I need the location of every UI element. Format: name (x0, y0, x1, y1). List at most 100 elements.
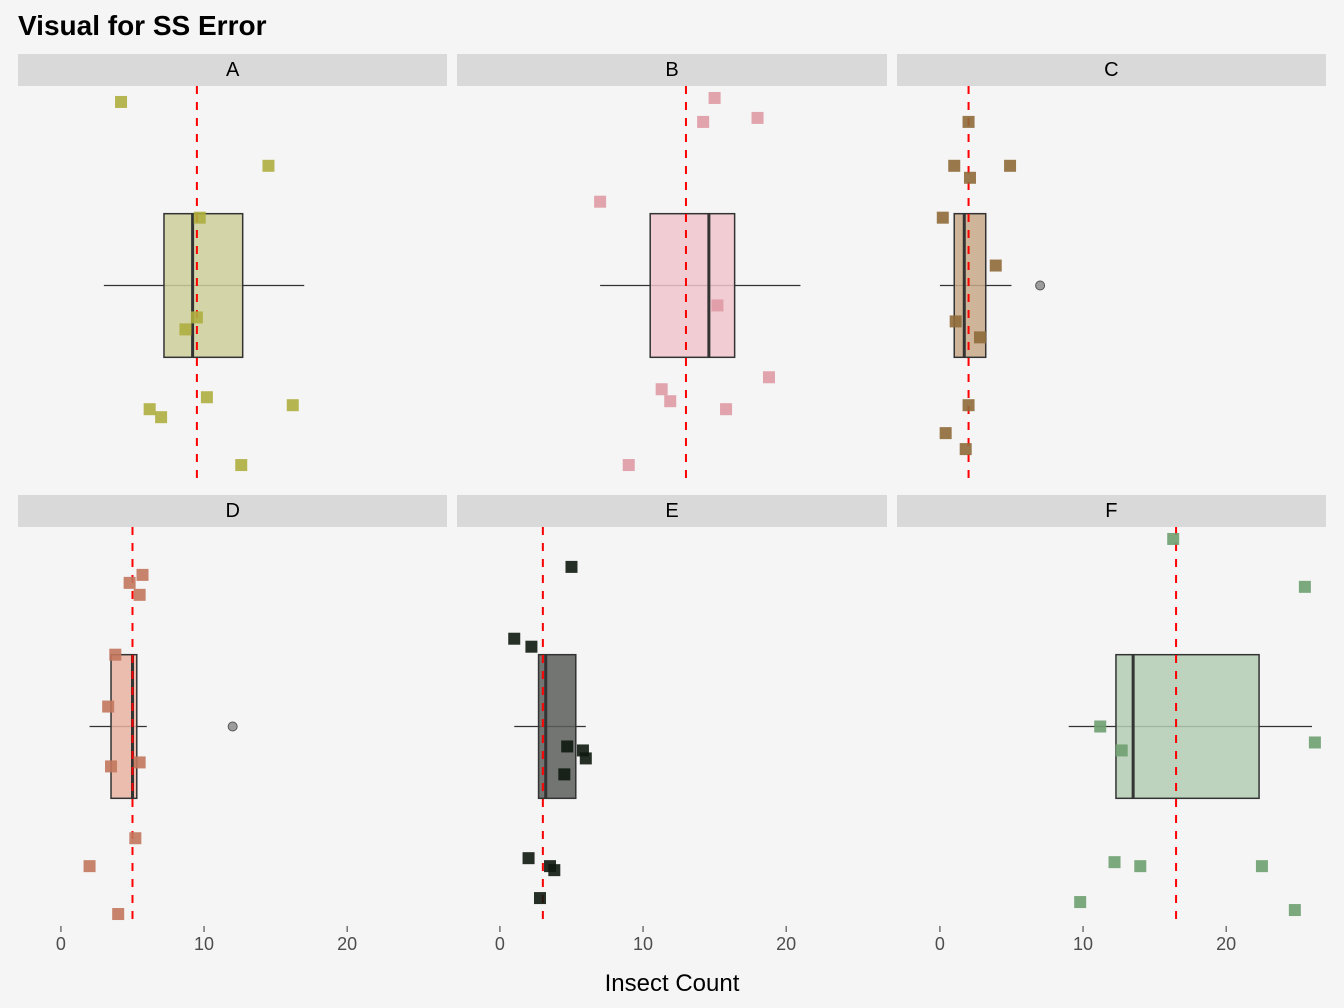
facet-strip-label: F (1105, 500, 1117, 523)
jitter-point (1309, 736, 1321, 748)
jitter-point (712, 299, 724, 311)
jitter-point (1004, 160, 1016, 172)
outlier-point (1035, 281, 1044, 290)
jitter-point (1134, 860, 1146, 872)
jitter-point (559, 768, 571, 780)
jitter-point (948, 160, 960, 172)
jitter-point (962, 116, 974, 128)
facet-strip-label: B (665, 59, 678, 82)
facet-panel (18, 527, 447, 926)
jitter-point (939, 427, 951, 439)
facet-panel (18, 86, 447, 485)
jitter-point (974, 331, 986, 343)
jitter-point (549, 864, 561, 876)
jitter-point (562, 740, 574, 752)
jitter-point (137, 569, 149, 581)
facet-panel (897, 527, 1326, 926)
facet-panel (457, 527, 886, 926)
jitter-point (697, 116, 709, 128)
x-axis: 01020 (18, 926, 447, 964)
outlier-point (228, 722, 237, 731)
facet-strip: E (457, 495, 886, 527)
facet-strip-label: D (225, 500, 239, 523)
x-tick-label: 20 (776, 934, 796, 954)
jitter-point (1299, 581, 1311, 593)
jitter-point (1074, 896, 1086, 908)
box-rect (1116, 655, 1259, 799)
jitter-point (623, 459, 635, 471)
x-tick-label: 10 (633, 934, 653, 954)
facet-D: D01020 (18, 495, 447, 926)
jitter-point (124, 577, 136, 589)
chart-title: Visual for SS Error (18, 10, 266, 42)
jitter-point (235, 459, 247, 471)
jitter-point (129, 832, 141, 844)
jitter-point (134, 589, 146, 601)
x-axis-label: Insect Count (0, 970, 1344, 998)
box-rect (164, 214, 243, 358)
jitter-point (509, 633, 521, 645)
jitter-point (566, 561, 578, 573)
jitter-point (262, 160, 274, 172)
x-axis: 0 10 20 (897, 926, 1326, 964)
facet-strip-label: C (1104, 59, 1118, 82)
facet-E: E01020 (457, 495, 886, 926)
facet-A: A (18, 54, 447, 485)
jitter-point (1094, 721, 1106, 733)
jitter-point (752, 112, 764, 124)
jitter-point (580, 752, 592, 764)
facet-strip: F (897, 495, 1326, 527)
facet-C: C (897, 54, 1326, 485)
jitter-point (763, 371, 775, 383)
jitter-point (102, 701, 114, 713)
jitter-point (1167, 533, 1179, 545)
jitter-point (84, 860, 96, 872)
x-tick-label: 0 (935, 934, 945, 954)
jitter-point (936, 212, 948, 224)
facet-B: B (457, 54, 886, 485)
jitter-point (526, 641, 538, 653)
jitter-point (534, 892, 546, 904)
x-tick-label: 20 (1216, 934, 1236, 954)
jitter-point (959, 443, 971, 455)
jitter-point (594, 196, 606, 208)
jitter-point (962, 399, 974, 411)
chart-root: Visual for SS Error Insect Count ABCD010… (0, 0, 1344, 1008)
jitter-point (109, 649, 121, 661)
jitter-point (201, 391, 213, 403)
jitter-point (1256, 860, 1268, 872)
jitter-point (989, 260, 1001, 272)
jitter-point (134, 756, 146, 768)
facet-F: F01020 (897, 495, 1326, 926)
jitter-point (191, 311, 203, 323)
jitter-point (656, 383, 668, 395)
jitter-point (194, 212, 206, 224)
jitter-point (287, 399, 299, 411)
facet-strip: D (18, 495, 447, 527)
jitter-point (1108, 856, 1120, 868)
jitter-point (144, 403, 156, 415)
facet-strip: C (897, 54, 1326, 86)
jitter-point (105, 760, 117, 772)
jitter-point (1115, 744, 1127, 756)
jitter-point (115, 96, 127, 108)
x-axis: 0 10 20 (457, 926, 886, 964)
x-tick-label: 20 (337, 934, 357, 954)
x-tick-label: 10 (1073, 934, 1093, 954)
jitter-point (112, 908, 124, 920)
facet-panel (897, 86, 1326, 485)
jitter-point (709, 92, 721, 104)
jitter-point (949, 315, 961, 327)
facet-strip-label: A (226, 59, 239, 82)
facet-strip-label: E (665, 500, 678, 523)
x-tick-label: 0 (495, 934, 505, 954)
facet-strip: B (457, 54, 886, 86)
jitter-point (179, 323, 191, 335)
jitter-point (720, 403, 732, 415)
facet-strip: A (18, 54, 447, 86)
jitter-point (964, 172, 976, 184)
jitter-point (665, 395, 677, 407)
facet-panel (457, 86, 886, 485)
jitter-point (155, 411, 167, 423)
jitter-point (523, 852, 535, 864)
